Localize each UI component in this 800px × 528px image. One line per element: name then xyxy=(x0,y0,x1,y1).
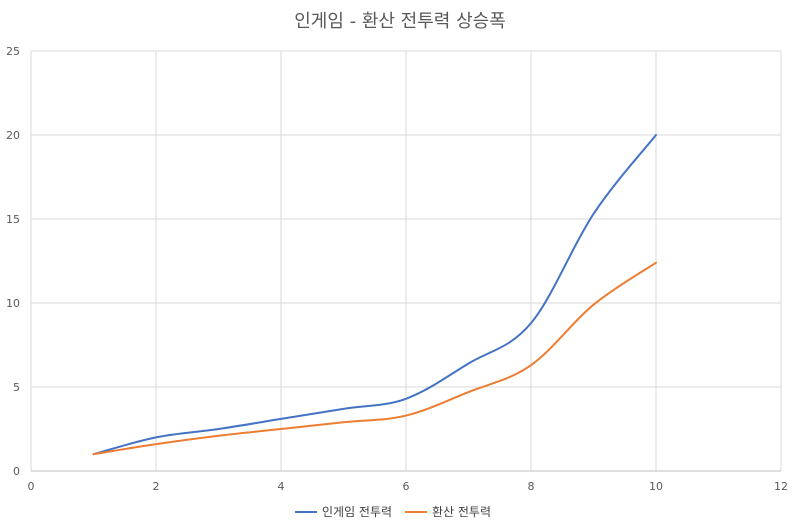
x-tick-label: 4 xyxy=(278,480,285,493)
series-line-1 xyxy=(92,134,657,456)
series-line-2 xyxy=(92,261,657,456)
legend-item-2: 환산 전투력 xyxy=(405,505,491,519)
x-tick-label: 0 xyxy=(28,480,35,493)
legend: 인게임 전투력 환산 전투력 xyxy=(295,505,491,519)
y-tick-label: 10 xyxy=(6,297,20,310)
x-tick-label: 8 xyxy=(528,480,535,493)
legend-item-1: 인게임 전투력 xyxy=(295,505,392,519)
x-tick-label: 2 xyxy=(153,480,160,493)
y-tick-label: 25 xyxy=(6,45,20,58)
grid-lines xyxy=(30,50,782,471)
legend-label: 환산 전투력 xyxy=(432,505,491,519)
y-tick-label: 0 xyxy=(13,465,20,478)
axes: 0 5 10 15 20 25 0 2 4 6 8 10 12 xyxy=(6,45,788,493)
x-tick-label: 12 xyxy=(774,480,788,493)
y-tick-label: 15 xyxy=(6,213,20,226)
chart-title: 인게임 - 환산 전투력 상승폭 xyxy=(294,11,506,32)
y-tick-label: 5 xyxy=(13,381,20,394)
series-lines xyxy=(92,134,657,456)
legend-label: 인게임 전투력 xyxy=(322,505,392,519)
y-tick-label: 20 xyxy=(6,129,20,142)
x-tick-label: 6 xyxy=(403,480,410,493)
x-tick-label: 10 xyxy=(649,480,663,493)
